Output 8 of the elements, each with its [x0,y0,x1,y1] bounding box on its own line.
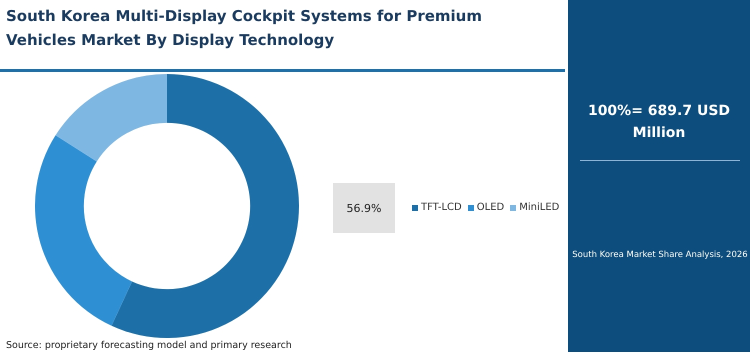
chart-title: South Korea Multi-Display Cockpit Systems for Premium Vehicles Market By Display Technology [6,6,483,51]
legend-label: MiniLED [519,202,560,213]
text: South Korea Market Share Analysis, 2026 [572,250,748,260]
legend-label: OLED [476,202,504,213]
data-label: 56.9% [333,183,395,233]
text: 100%= 689.7 USD Million [586,102,732,143]
legend-label: TFT-LCD [421,202,462,213]
source-note: Source: proprietary forecasting model and primary research [6,340,292,351]
